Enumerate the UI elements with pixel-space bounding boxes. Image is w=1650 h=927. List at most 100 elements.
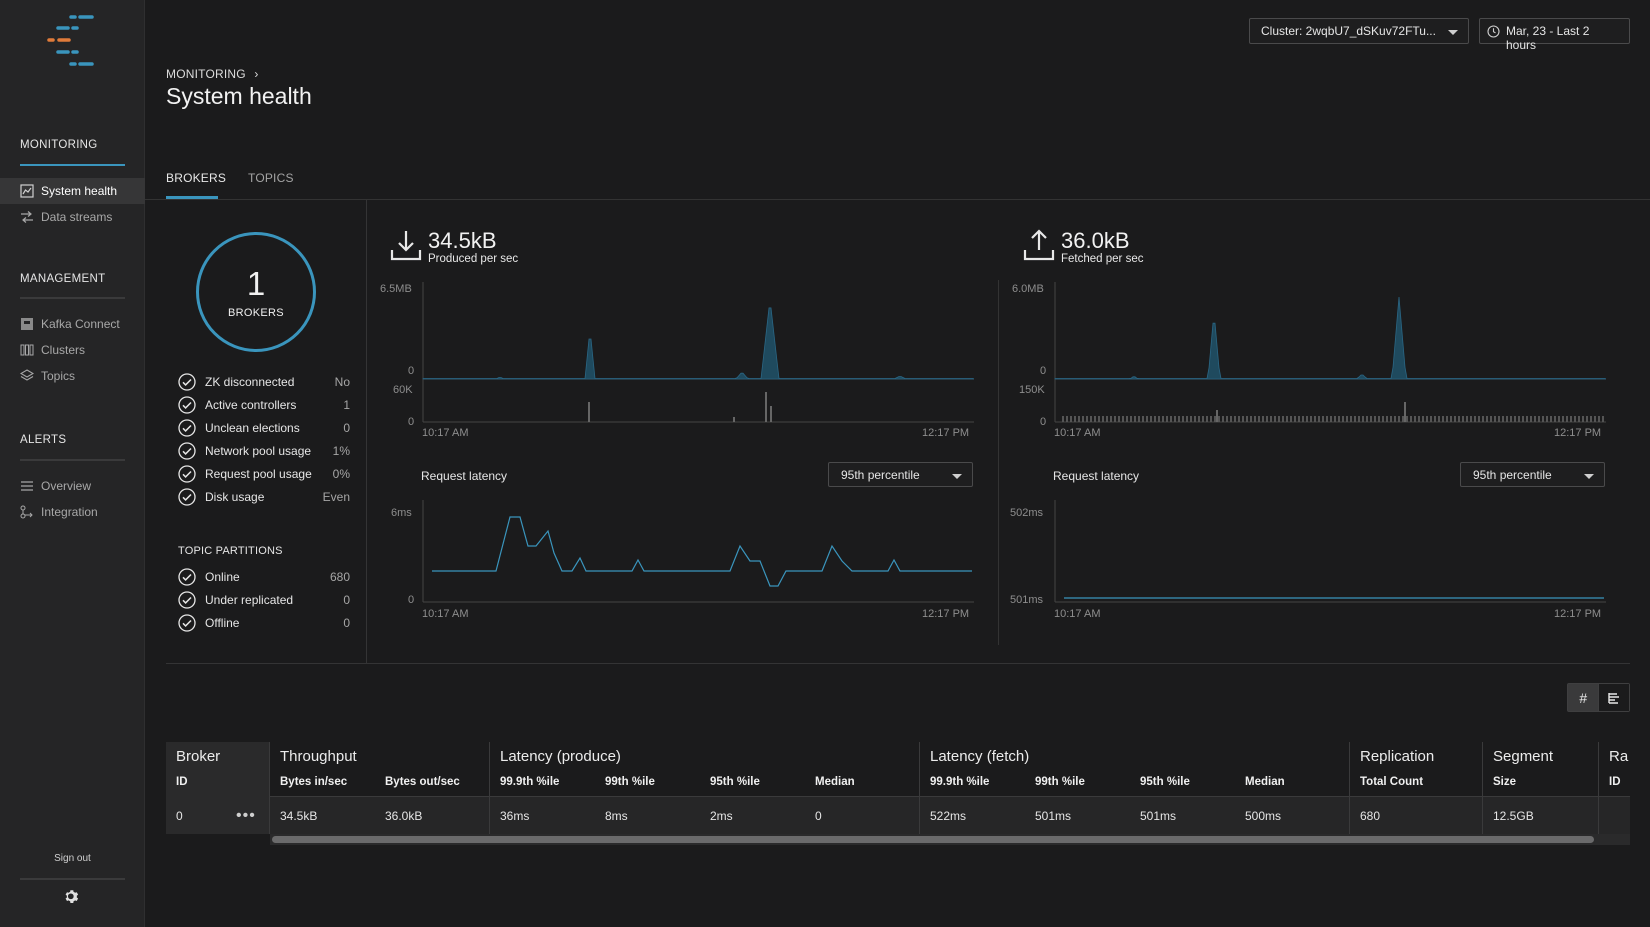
request-count-bar — [1246, 416, 1248, 422]
column-header[interactable]: Bytes in/sec — [280, 776, 348, 788]
column-header[interactable]: ID — [1609, 776, 1621, 788]
fetched-percentile-select[interactable]: 95th percentile — [1460, 462, 1605, 487]
column-header[interactable]: 99th %ile — [1035, 776, 1085, 788]
table-row[interactable] — [166, 796, 1630, 834]
table-cell: 0 — [176, 809, 183, 823]
tab-brokers[interactable]: BROKERS — [166, 171, 227, 185]
request-count-bar — [1122, 416, 1124, 422]
axis-time-start: 10:17 AM — [1054, 427, 1101, 439]
check-circle-icon — [178, 442, 196, 460]
column-header[interactable]: ID — [176, 776, 188, 788]
request-count-bar — [1194, 416, 1196, 422]
request-count-bar — [1262, 416, 1264, 422]
grid-view-button[interactable]: # — [1568, 684, 1599, 711]
column-header[interactable]: 99th %ile — [605, 776, 655, 788]
sidebar-item-data-streams[interactable]: Data streams — [0, 204, 145, 230]
fetched-per-sec-label: Fetched per sec — [1061, 253, 1144, 265]
stat-label: Request pool usage — [205, 467, 312, 481]
sidebar-item-overview[interactable]: Overview — [0, 473, 145, 499]
chevron-down-icon — [1448, 30, 1458, 35]
sidebar-item-system-health[interactable]: System health — [0, 178, 145, 204]
request-count-bar — [1234, 416, 1236, 422]
table-cell: 34.5kB — [280, 809, 318, 823]
stat-row: Under replicated 0 — [178, 590, 350, 610]
request-count-bar — [1146, 416, 1148, 422]
column-header[interactable]: Size — [1493, 776, 1517, 788]
column-header[interactable]: Median — [815, 776, 855, 788]
chevron-down-icon — [1584, 474, 1594, 479]
request-count-bar — [1066, 416, 1068, 422]
sidebar-item-integration[interactable]: Integration — [0, 499, 145, 525]
sidebar-item-clusters[interactable]: Clusters — [0, 337, 145, 363]
request-count-bar — [1118, 416, 1120, 422]
request-count-bar — [1446, 416, 1448, 422]
gear-icon[interactable] — [64, 889, 80, 905]
axis-label: 502ms — [1010, 507, 1044, 519]
app-logo-icon[interactable] — [44, 14, 100, 72]
bars-view-button[interactable] — [1598, 684, 1629, 711]
axis-time-start: 10:17 AM — [1054, 608, 1101, 620]
broker-count: 1 — [246, 265, 266, 302]
request-count-bar — [1582, 416, 1584, 422]
column-group-title: Replication — [1360, 748, 1435, 765]
request-count-bar — [1510, 416, 1512, 422]
stat-label: Active controllers — [205, 398, 297, 412]
request-count-bar — [1502, 416, 1504, 422]
sidebar-item-topics[interactable]: Topics — [0, 363, 145, 389]
axis-label: 6ms — [391, 507, 412, 519]
sidebar-item-kafka-connect[interactable]: Kafka Connect — [0, 311, 145, 337]
column-header[interactable]: Total Count — [1360, 776, 1424, 788]
request-count-bar — [1494, 416, 1496, 422]
sidebar-item-label: Data streams — [41, 210, 113, 224]
table-cell: 12.5GB — [1493, 809, 1534, 823]
sign-out-link[interactable]: Sign out — [54, 853, 91, 864]
request-latency-label: Request latency — [1053, 469, 1140, 483]
request-count-bar — [1298, 416, 1300, 422]
column-header[interactable]: Bytes out/sec — [385, 776, 460, 788]
scrollbar-thumb[interactable] — [272, 836, 1594, 843]
stat-value: 0% — [332, 467, 350, 481]
check-circle-icon — [178, 614, 196, 632]
fetched-latency-chart — [1054, 500, 1606, 603]
cluster-select-value: Cluster: 2wqbU7_dSKuv72FTu... — [1261, 24, 1436, 38]
request-count-bar — [1498, 416, 1500, 422]
section-title-alerts: ALERTS — [20, 434, 67, 446]
horizontal-scrollbar[interactable] — [270, 834, 1630, 845]
axis-label: 0 — [408, 365, 415, 377]
produced-percentile-select[interactable]: 95th percentile — [828, 462, 973, 487]
row-actions-icon[interactable]: ••• — [236, 807, 256, 824]
column-group-title: Throughput — [280, 748, 357, 765]
request-count-bar — [1458, 416, 1460, 422]
request-count-bar — [1414, 416, 1416, 422]
column-header[interactable]: 99.9th %ile — [500, 776, 560, 788]
date-range-select[interactable]: Mar, 23 - Last 2 hours — [1479, 18, 1630, 52]
column-header[interactable]: 95th %ile — [1140, 776, 1190, 788]
broker-column — [166, 742, 270, 834]
breadcrumb: MONITORING › — [166, 67, 259, 81]
sidebar-item-label: Overview — [41, 479, 92, 493]
request-count-bar — [1342, 416, 1344, 422]
request-count-bar — [1562, 416, 1564, 422]
percentile-select-value: 95th percentile — [841, 468, 920, 482]
axis-label: 0 — [1040, 365, 1047, 377]
stat-label: Unclean elections — [205, 421, 300, 435]
request-count-bar — [588, 402, 590, 422]
table-cell: 2ms — [710, 809, 733, 823]
column-header[interactable]: 99.9th %ile — [930, 776, 990, 788]
stat-row: Unclean elections 0 — [178, 418, 350, 438]
column-header[interactable]: Median — [1245, 776, 1285, 788]
axis-label: 0 — [408, 416, 415, 428]
tab-topics[interactable]: TOPICS — [248, 171, 294, 185]
list-icon — [20, 479, 34, 493]
breadcrumb-item-monitoring[interactable]: MONITORING — [166, 67, 246, 81]
sidebar-item-label: Integration — [41, 505, 98, 519]
request-count-bar — [1182, 416, 1184, 422]
request-count-bar — [1338, 416, 1340, 422]
request-count-bar — [1150, 416, 1152, 422]
request-count-bar — [1522, 416, 1524, 422]
clock-icon — [1487, 25, 1500, 38]
column-header[interactable]: 95th %ile — [710, 776, 760, 788]
view-toggle: # — [1567, 683, 1630, 712]
stat-label: ZK disconnected — [205, 375, 295, 389]
cluster-select[interactable]: Cluster: 2wqbU7_dSKuv72FTu... — [1249, 18, 1469, 44]
